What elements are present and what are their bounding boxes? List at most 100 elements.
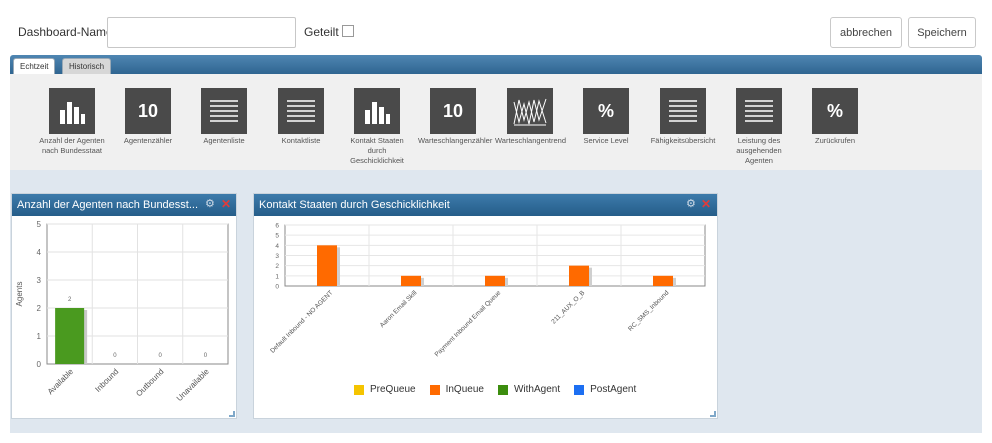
y-tick-label: 5	[37, 220, 42, 229]
x-tick-label: Default Inbound - NO AGENT	[269, 289, 334, 354]
chart-legend: PreQueue InQueue WithAgent PostAgent	[354, 384, 636, 395]
y-tick-label: 1	[37, 332, 42, 341]
x-tick-label: RC_SMS_Inbound	[627, 289, 671, 333]
shared-checkbox[interactable]	[342, 25, 354, 37]
palette-item-label: Agentenliste	[203, 136, 245, 145]
close-icon[interactable]: ✕	[701, 197, 712, 211]
dashboard-name-input[interactable]	[107, 17, 296, 48]
legend-label: InQueue	[445, 384, 484, 395]
y-tick-label: 2	[275, 263, 279, 270]
trend-icon	[507, 88, 553, 134]
legend-item[interactable]: InQueue	[429, 384, 484, 395]
palette-item-label: Kontaktliste	[281, 136, 321, 145]
bar	[653, 275, 673, 286]
x-tick-label: Inbound	[93, 367, 120, 394]
palette-item-agent-counter[interactable]: 10 Agentenzähler	[113, 88, 183, 146]
palette-item-label: Warteschlangenzähler	[418, 136, 493, 145]
data-label: 2	[68, 297, 72, 303]
bar-chart-icon	[49, 88, 95, 134]
close-icon[interactable]: ✕	[221, 197, 232, 211]
dashboard-canvas: Anzahl der Agenten nach Bundesst... ⚙ ✕ …	[10, 170, 982, 433]
shared-label: Geteilt	[304, 25, 339, 39]
palette-item-callback[interactable]: % Zurückrufen	[800, 88, 870, 146]
palette-item-label: Service Level	[583, 136, 629, 145]
widget-contact-states-by-skill: Kontakt Staaten durch Geschicklichkeit ⚙…	[253, 193, 718, 419]
legend-label: PreQueue	[370, 384, 416, 395]
widget-palette: Anzahl der Agenten nach Bundesstaat 10 A…	[10, 74, 982, 170]
y-tick-label: 4	[37, 248, 42, 257]
palette-item-agents-by-state[interactable]: Anzahl der Agenten nach Bundesstaat	[37, 88, 107, 156]
bar	[485, 275, 505, 286]
legend-item[interactable]: PreQueue	[354, 384, 416, 395]
counter-icon: 10	[430, 88, 476, 134]
legend-label: PostAgent	[590, 384, 637, 395]
y-tick-label: 4	[275, 243, 279, 250]
palette-item-contact-list[interactable]: Kontaktliste	[266, 88, 336, 146]
list-icon	[201, 88, 247, 134]
counter-icon: 10	[125, 88, 171, 134]
legend-label: WithAgent	[513, 384, 561, 395]
tab-historical[interactable]: Historisch	[62, 58, 112, 74]
palette-item-label: Leistung des ausgehenden Agenten	[736, 136, 782, 165]
save-button[interactable]: Speichern	[908, 17, 976, 48]
x-tick-label: Available	[46, 367, 76, 397]
legend-swatch	[574, 384, 585, 395]
bar	[401, 275, 421, 286]
y-tick-label: 6	[275, 223, 279, 230]
tab-realtime[interactable]: Echtzeit	[13, 58, 56, 74]
palette-item-queue-trend[interactable]: Warteschlangentrend	[495, 88, 567, 146]
gear-icon[interactable]: ⚙	[686, 198, 696, 210]
legend-swatch	[497, 384, 508, 395]
agents-chart: 0 1 2 3 4 5 2 Available 0 Inbound 0 Outbound 0 Unavai…	[15, 220, 229, 403]
dashboard-name-label: Dashboard-Name	[18, 25, 113, 39]
x-tick-label: 211_AUX_O_B	[550, 289, 586, 325]
y-tick-label: 0	[275, 284, 279, 291]
legend-item[interactable]: WithAgent	[497, 384, 561, 395]
palette-item-label: Zurückrufen	[814, 136, 856, 145]
palette-item-label: Kontakt Staaten durch Geschicklichkeit	[350, 136, 404, 165]
bar-chart-icon	[354, 88, 400, 134]
legend-swatch	[354, 384, 364, 395]
palette-item-queue-counter[interactable]: 10 Warteschlangenzähler	[418, 88, 493, 146]
y-tick-label: 0	[37, 360, 42, 369]
list-icon	[278, 88, 324, 134]
widget-header[interactable]: Kontakt Staaten durch Geschicklichkeit ⚙…	[254, 194, 717, 216]
tab-strip: Echtzeit Historisch	[10, 55, 982, 74]
x-tick-label: Aaron Email Skill	[379, 289, 419, 329]
x-tick-label: Outbound	[134, 367, 165, 398]
y-tick-label: 2	[37, 304, 42, 313]
y-tick-label: 3	[37, 276, 42, 285]
resize-handle[interactable]	[710, 411, 716, 417]
x-tick-label: Payment Inbound Email Queue	[434, 289, 503, 358]
palette-item-agent-list[interactable]: Agentenliste	[189, 88, 259, 146]
palette-item-service-level[interactable]: % Service Level	[571, 88, 641, 146]
legend-item[interactable]: PostAgent	[574, 384, 636, 395]
widget-title: Anzahl der Agenten nach Bundesst...	[17, 199, 199, 211]
resize-handle[interactable]	[229, 411, 235, 417]
widget-title: Kontakt Staaten durch Geschicklichkeit	[259, 199, 450, 211]
data-label: 0	[204, 353, 208, 359]
palette-item-label: Agentenzähler	[123, 136, 173, 145]
gear-icon[interactable]: ⚙	[205, 198, 215, 210]
percent-icon: %	[583, 88, 629, 134]
cancel-button[interactable]: abbrechen	[830, 17, 902, 48]
percent-icon: %	[812, 88, 858, 134]
data-label: 0	[113, 353, 117, 359]
palette-item-outbound-agent-performance[interactable]: Leistung des ausgehenden Agenten	[724, 88, 794, 166]
bar	[55, 308, 85, 364]
list-icon	[660, 88, 706, 134]
widget-agents-by-state: Anzahl der Agenten nach Bundesst... ⚙ ✕ …	[11, 193, 237, 419]
palette-item-contact-states-by-skill[interactable]: Kontakt Staaten durch Geschicklichkeit	[342, 88, 412, 166]
y-tick-label: 5	[275, 233, 279, 240]
palette-item-label: Fähigkeitsübersicht	[650, 136, 716, 145]
data-label: 0	[158, 353, 162, 359]
widget-header[interactable]: Anzahl der Agenten nach Bundesst... ⚙ ✕	[12, 194, 236, 216]
y-tick-label: 3	[275, 253, 279, 260]
dashboard-header: Dashboard-Name Geteilt abbrechen Speiche…	[0, 0, 992, 55]
x-tick-label: Unavailable	[175, 367, 211, 403]
contacts-chart: 0 1 2 3 4 5 6 Default Inbound - NO AGENT Aaron E…	[269, 223, 706, 358]
y-axis-label: Agents	[15, 282, 24, 307]
palette-item-label: Warteschlangentrend	[495, 136, 567, 145]
palette-item-skills-overview[interactable]: Fähigkeitsübersicht	[648, 88, 718, 146]
y-tick-label: 1	[275, 273, 279, 280]
